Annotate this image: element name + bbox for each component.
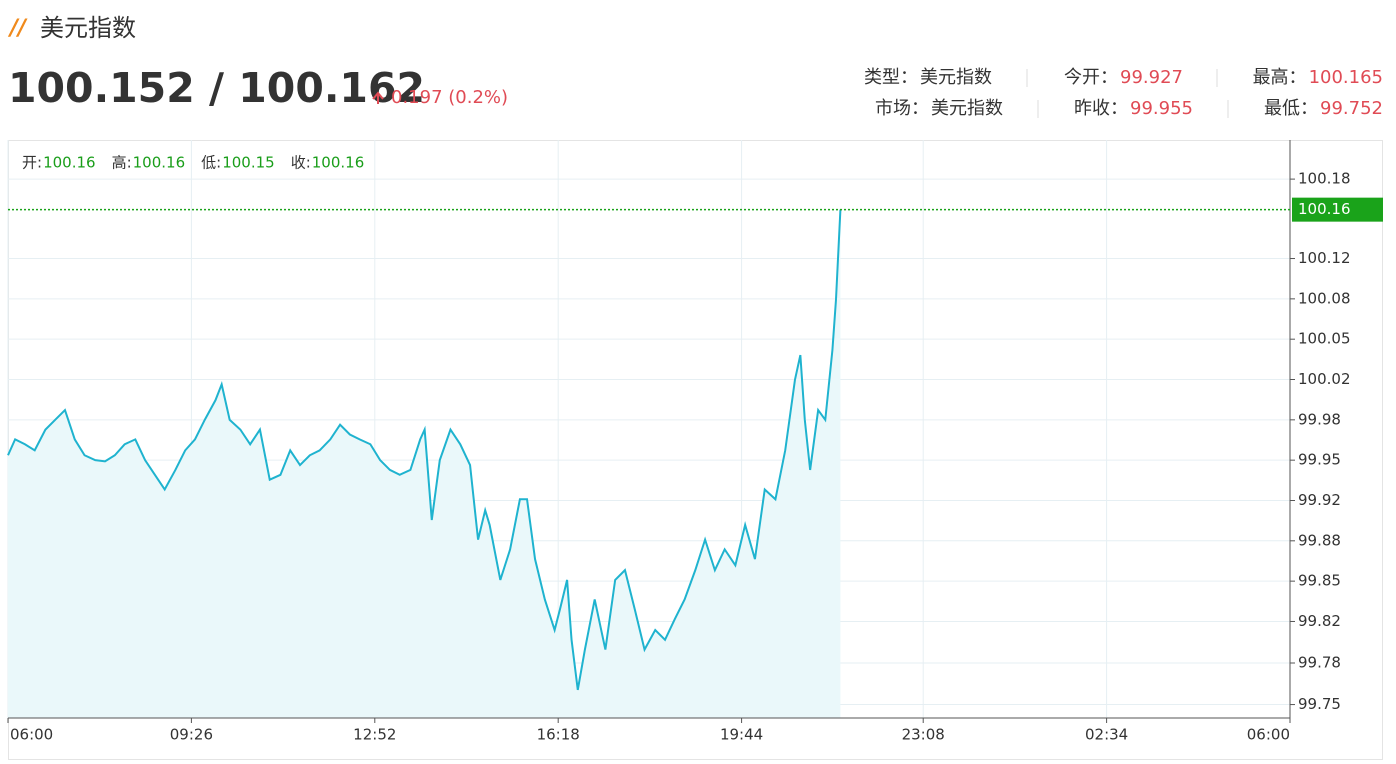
info-value: 99.927 xyxy=(1120,67,1183,88)
info-label: 昨收： xyxy=(1074,98,1128,119)
y-tick-label: 99.82 xyxy=(1298,612,1341,630)
change: 0.197 (0.2%) xyxy=(391,87,508,108)
info-label: 市场： xyxy=(875,98,929,119)
y-tick-label: 99.95 xyxy=(1298,451,1341,469)
x-tick-label: 02:34 xyxy=(1085,726,1128,744)
y-tick-label: 100.05 xyxy=(1298,330,1351,348)
info-label: 今开： xyxy=(1064,67,1118,88)
info-value: 美元指数 xyxy=(920,67,992,88)
ohlc-label: 低: xyxy=(201,154,221,172)
x-tick-label: 16:18 xyxy=(537,726,580,744)
x-tick-label: 12:52 xyxy=(353,726,396,744)
x-tick-label: 09:26 xyxy=(170,726,213,744)
y-tick-label: 99.75 xyxy=(1298,695,1341,713)
y-tick-label: 99.85 xyxy=(1298,572,1341,590)
ohlc-value: 100.15 xyxy=(222,154,275,172)
x-tick-label: 06:00 xyxy=(1247,726,1290,744)
price-tag-label: 100.16 xyxy=(1298,200,1351,218)
ohlc-value: 100.16 xyxy=(43,154,96,172)
y-tick-label: 100.12 xyxy=(1298,249,1351,267)
x-tick-label: 23:08 xyxy=(902,726,945,744)
area xyxy=(8,209,841,719)
up-arrow xyxy=(372,91,384,104)
logo-icon: // xyxy=(7,16,28,41)
price: 100.152 / 100.162 xyxy=(8,64,425,112)
info-value: 100.165 xyxy=(1309,67,1383,88)
info-value: 99.955 xyxy=(1130,98,1193,119)
ohlc-label: 收: xyxy=(291,154,311,172)
ohlc-value: 100.16 xyxy=(133,154,186,172)
ohlc-label: 开: xyxy=(22,154,42,172)
line xyxy=(7,209,842,691)
y-tick-label: 99.92 xyxy=(1298,491,1341,509)
info-label: 类型： xyxy=(864,67,918,88)
y-tick-label: 100.08 xyxy=(1298,289,1351,307)
info-label: 最高： xyxy=(1253,67,1307,88)
price-tag xyxy=(1292,197,1383,222)
y-tick-label: 100.18 xyxy=(1298,170,1351,188)
y-tick-label: 99.78 xyxy=(1298,654,1341,672)
x-tick-label: 19:44 xyxy=(720,726,763,744)
x-tick-label: 06:00 xyxy=(10,726,53,744)
y-tick-label: 99.98 xyxy=(1298,410,1341,428)
ohlc-label: 高: xyxy=(112,154,132,172)
y-tick-label: 99.88 xyxy=(1298,531,1341,549)
info-value: 美元指数 xyxy=(931,98,1003,119)
y-tick-label: 100.02 xyxy=(1298,370,1351,388)
ohlc-value: 100.16 xyxy=(312,154,365,172)
info-label: 最低： xyxy=(1264,98,1318,119)
title: 美元指数 xyxy=(40,14,136,42)
info-value: 99.752 xyxy=(1320,98,1383,119)
